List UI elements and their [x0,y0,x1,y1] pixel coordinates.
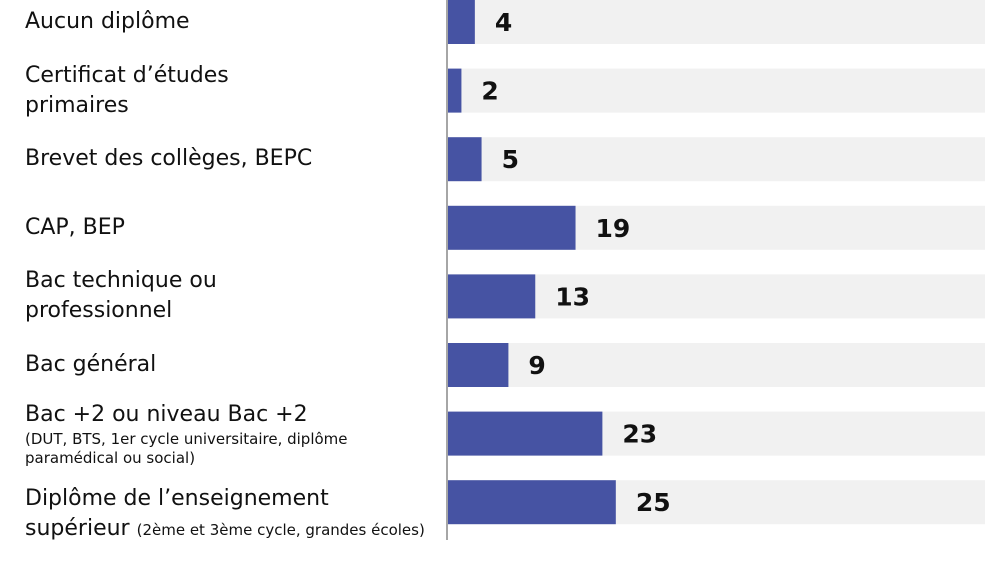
category-text: Diplôme de l’enseignement supérieur [25,486,329,542]
category-label: Bac général [25,350,435,380]
category-text: Bac +2 ou niveau Bac +2 [25,401,308,427]
category-text: CAP, BEP [25,214,125,240]
value-label: 25 [636,488,671,517]
category-label: Diplôme de l’enseignement supérieur (2èm… [25,484,435,544]
bar [448,343,509,387]
bar [448,274,536,319]
bar-track [448,137,985,182]
bar [448,480,616,525]
category-label: Aucun diplôme [25,7,435,37]
category-label: CAP, BEP [25,213,435,243]
value-label: 5 [502,145,519,174]
value-label: 23 [622,420,657,449]
category-note: (2ème et 3ème cycle, grandes écoles) [136,521,425,540]
bar-track [448,68,985,113]
value-label: 13 [555,282,590,311]
category-text: Bac technique ou professionnel [25,268,217,324]
bar [448,137,482,182]
category-text: Certificat d’études primaires [25,62,229,118]
bar-track [448,274,985,319]
category-label: Certificat d’études primaires [25,61,315,121]
value-label: 19 [596,214,631,243]
category-text: Aucun diplôme [25,9,190,34]
bar-track [448,0,985,44]
category-text: Bac général [25,352,157,377]
bar [448,205,576,250]
value-label: 9 [528,351,545,380]
bar [448,0,475,44]
bar-track [448,343,985,387]
category-label: Bac technique ou professionnel [25,266,315,326]
bar [448,68,462,113]
value-label: 2 [481,77,498,106]
category-label: Brevet des collèges, BEPC [25,144,435,174]
value-label: 4 [495,8,512,37]
category-text: Brevet des collèges, BEPC [25,146,313,172]
category-note: (DUT, BTS, 1er cycle universitaire, dipl… [25,429,348,467]
category-label: Bac +2 ou niveau Bac +2 (DUT, BTS, 1er c… [25,400,435,468]
bar [448,411,603,456]
